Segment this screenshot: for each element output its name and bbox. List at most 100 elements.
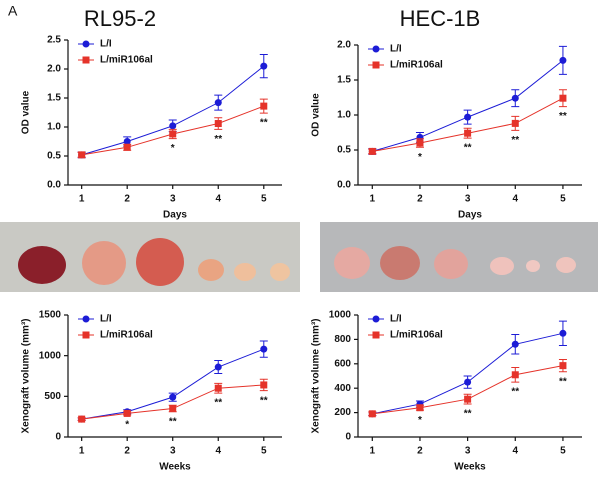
series-line xyxy=(372,365,564,415)
marker xyxy=(123,409,131,417)
x-tick-label: 2 xyxy=(417,446,423,457)
marker xyxy=(169,122,177,130)
significance: ** xyxy=(169,416,177,427)
marker xyxy=(416,404,424,412)
y-tick-label: 2.0 xyxy=(337,40,351,51)
chart-title: RL95-2 xyxy=(84,6,156,31)
x-tick-label: 3 xyxy=(465,446,471,457)
x-tick-label: 5 xyxy=(261,194,267,205)
marker xyxy=(511,371,519,379)
x-axis-label: Days xyxy=(163,210,187,221)
y-tick-label: 1.0 xyxy=(337,110,351,121)
marker xyxy=(464,378,472,386)
marker xyxy=(123,138,131,145)
marker xyxy=(559,94,567,102)
marker xyxy=(260,345,268,353)
y-tick-label: 0.5 xyxy=(47,151,61,162)
y-tick-label: 1.0 xyxy=(47,122,61,133)
y-tick-label: 0 xyxy=(345,432,351,443)
marker xyxy=(416,139,424,147)
significance: * xyxy=(418,415,422,426)
significance: ** xyxy=(260,395,268,406)
x-tick-label: 5 xyxy=(560,446,566,457)
y-tick-label: 400 xyxy=(334,383,351,394)
legend-label: L/I xyxy=(100,39,112,50)
marker xyxy=(214,99,222,107)
significance: ** xyxy=(464,143,472,154)
y-tick-label: 1000 xyxy=(329,310,352,321)
marker xyxy=(260,102,268,110)
x-tick-label: 3 xyxy=(170,446,176,457)
legend-label: L/miR106al xyxy=(390,330,443,341)
y-tick-label: 0 xyxy=(55,432,61,443)
legend-marker xyxy=(82,331,90,339)
marker xyxy=(123,143,131,151)
y-tick-label: 2.5 xyxy=(47,35,61,46)
significance: ** xyxy=(559,111,567,122)
x-tick-label: 2 xyxy=(124,194,130,205)
marker xyxy=(368,147,376,155)
x-tick-label: 3 xyxy=(465,194,471,205)
y-tick-label: 0.0 xyxy=(47,180,61,191)
y-tick-label: 500 xyxy=(44,391,61,402)
x-tick-label: 1 xyxy=(370,446,376,457)
legend-label: L/I xyxy=(390,44,402,55)
tumor-photo-left xyxy=(0,222,300,292)
x-axis-label: Days xyxy=(458,210,482,221)
marker xyxy=(260,381,268,389)
marker xyxy=(511,119,519,127)
legend-label: L/miR106al xyxy=(100,55,153,66)
legend-marker xyxy=(82,40,90,48)
y-tick-label: 1500 xyxy=(39,310,62,321)
significance: ** xyxy=(464,409,472,420)
y-tick-label: 1000 xyxy=(39,350,62,361)
marker xyxy=(511,94,519,102)
y-tick-label: 600 xyxy=(334,358,351,369)
legend-label: L/miR106al xyxy=(390,60,443,71)
marker xyxy=(169,393,177,401)
significance: * xyxy=(125,420,129,431)
chart-title: HEC-1B xyxy=(400,6,481,31)
significance: ** xyxy=(511,387,519,398)
y-axis-label: Xenograft volume (mm³) xyxy=(21,318,32,433)
x-tick-label: 2 xyxy=(124,446,130,457)
marker xyxy=(559,362,567,370)
x-axis-label: Weeks xyxy=(454,462,486,473)
significance: ** xyxy=(260,118,268,129)
y-tick-label: 0.5 xyxy=(337,145,351,156)
marker xyxy=(368,410,376,418)
y-tick-label: 1.5 xyxy=(47,93,61,104)
legend-marker xyxy=(372,315,380,323)
x-tick-label: 4 xyxy=(512,446,518,457)
significance: * xyxy=(171,143,175,154)
legend-marker xyxy=(82,56,90,64)
significance: ** xyxy=(214,134,222,145)
series-line xyxy=(81,65,265,156)
legend-label: L/miR106al xyxy=(100,330,153,341)
significance: ** xyxy=(214,398,222,409)
x-axis-label: Weeks xyxy=(159,462,191,473)
y-tick-label: 2.0 xyxy=(47,64,61,75)
tumor-photo-right xyxy=(320,222,598,292)
y-axis-label: OD value xyxy=(21,90,32,134)
legend-marker xyxy=(372,45,380,53)
x-tick-label: 1 xyxy=(370,194,376,205)
legend-marker xyxy=(372,331,380,339)
marker xyxy=(169,405,177,413)
significance: ** xyxy=(559,376,567,387)
marker xyxy=(214,120,222,128)
y-axis-label: Xenograft volume (mm³) xyxy=(311,318,322,433)
y-tick-label: 1.5 xyxy=(337,75,351,86)
legend-marker xyxy=(82,315,90,323)
y-tick-label: 0.0 xyxy=(337,180,351,191)
marker xyxy=(559,329,567,337)
marker xyxy=(464,113,472,121)
marker xyxy=(214,384,222,392)
x-tick-label: 4 xyxy=(215,194,221,205)
marker xyxy=(260,62,268,70)
y-axis-label: OD value xyxy=(311,93,322,137)
marker xyxy=(511,340,519,348)
x-tick-label: 5 xyxy=(261,446,267,457)
x-tick-label: 4 xyxy=(512,194,518,205)
